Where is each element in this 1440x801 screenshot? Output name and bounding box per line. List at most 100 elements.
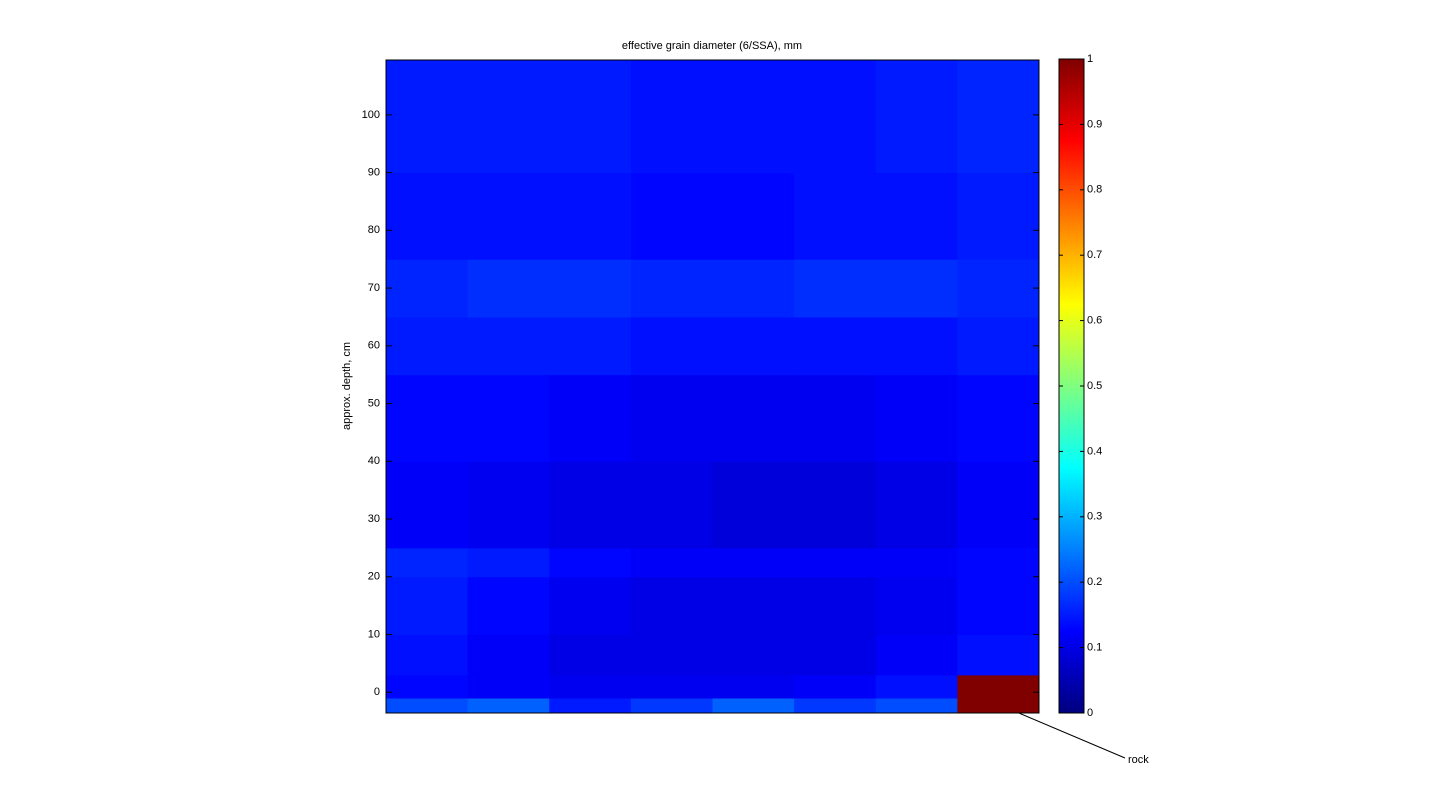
heatmap-cell [712,60,795,174]
y-tick-label: 70 [368,282,380,294]
colorbar-tick-label: 0.8 [1087,184,1102,196]
annotation-arrow [1000,705,1126,759]
heatmap-cell [875,60,958,174]
heatmap-cell [549,316,632,376]
heatmap-cell [386,60,469,174]
heatmap-cell [549,374,632,462]
y-tick-label: 100 [362,109,380,121]
heatmap-cell [875,674,958,699]
heatmap-cell [957,461,1040,549]
heatmap-cell [630,172,713,260]
y-tick-label: 50 [368,397,380,409]
heatmap-cell [386,316,469,376]
heatmap-cell [957,697,1040,714]
heatmap-cell [386,547,469,578]
heatmap-cell [386,674,469,699]
heatmap-cell [549,674,632,699]
heatmap-cell [467,259,550,318]
heatmap-cell [875,547,958,578]
chart-title: effective grain diameter (6/SSA), mm [622,40,802,52]
colorbar-tick-label: 0.1 [1087,642,1102,654]
colorbar-tick-label: 0.2 [1087,576,1102,588]
heatmap-cell [794,60,877,174]
heatmap-cell [875,634,958,676]
colorbar-tick-label: 0.7 [1087,249,1102,261]
heatmap-cell [712,576,795,635]
heatmap-cell [467,60,550,174]
heatmap-cell [630,60,713,174]
heatmap-cell [957,674,1040,699]
heatmap-cell [386,461,469,549]
heatmap-cell [549,634,632,676]
heatmap-cell [794,461,877,549]
heatmap-cell [957,172,1040,260]
heatmap-cell [875,461,958,549]
y-tick-label: 0 [374,686,380,698]
heatmap-cell [467,461,550,549]
colorbar-tick-label: 1 [1087,53,1093,65]
heatmap-cell [630,547,713,578]
heatmap-cell [386,172,469,260]
heatmap-cell [794,374,877,462]
heatmap-cell [875,374,958,462]
heatmap-cell [630,576,713,635]
colorbar [1058,58,1085,714]
heatmap-cell [794,674,877,699]
heatmap-cell [549,576,632,635]
heatmap-cell [957,547,1040,578]
colorbar-tick-label: 0.5 [1087,380,1102,392]
heatmap-cell [875,259,958,318]
heatmap-cell [712,634,795,676]
heatmap-cell [712,674,795,699]
heatmap-cell [794,172,877,260]
heatmap-cell [386,374,469,462]
heatmap-cell [467,374,550,462]
heatmap-cell [957,60,1040,174]
heatmap-cell [630,259,713,318]
y-tick-label: 30 [368,513,380,525]
colorbar-tick-label: 0.6 [1087,315,1102,327]
heatmap-cell [467,576,550,635]
colorbar-tick-label: 0 [1087,707,1093,719]
heatmap-cell [712,172,795,260]
y-axis-label: approx. depth, cm [341,342,353,430]
heatmap-cell [467,634,550,676]
heatmap-cell [875,316,958,376]
heatmap-cell [467,697,550,714]
heatmap-cell [386,697,469,714]
heatmap-cell [630,374,713,462]
heatmap-cell [875,576,958,635]
heatmap-cell [957,374,1040,462]
annotation: rock [1128,754,1149,766]
heatmap-cell [712,461,795,549]
heatmap-cell [794,697,877,714]
y-tick-label: 40 [368,455,380,467]
y-tick-label: 10 [368,628,380,640]
heatmap-cell [712,547,795,578]
colorbar-tick-label: 0.9 [1087,118,1102,130]
plot-frame [385,59,1040,714]
y-tick-label: 20 [368,571,380,583]
heatmap-cell [549,172,632,260]
heatmap-cell [549,259,632,318]
heatmap-cell [957,316,1040,376]
heatmap-cell [875,172,958,260]
heatmap-cell [794,259,877,318]
heatmap-cell [794,547,877,578]
heatmap-cell [549,60,632,174]
heatmap-cell [467,547,550,578]
colorbar-tick-label: 0.4 [1087,445,1102,457]
heatmap-cell [794,576,877,635]
heatmap-cell [630,674,713,699]
y-tick-label: 80 [368,224,380,236]
heatmap-cell [957,259,1040,318]
heatmap-cell [467,172,550,260]
heatmap-cell [630,461,713,549]
heatmap-cell [467,316,550,376]
heatmap-cell [386,259,469,318]
heatmap-cell [794,634,877,676]
heatmap-cell [549,461,632,549]
heatmap-cell [875,697,958,714]
heatmap-cell [712,259,795,318]
